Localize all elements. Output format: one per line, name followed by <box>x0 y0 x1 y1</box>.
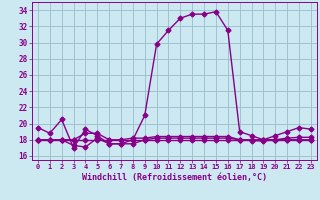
X-axis label: Windchill (Refroidissement éolien,°C): Windchill (Refroidissement éolien,°C) <box>82 173 267 182</box>
